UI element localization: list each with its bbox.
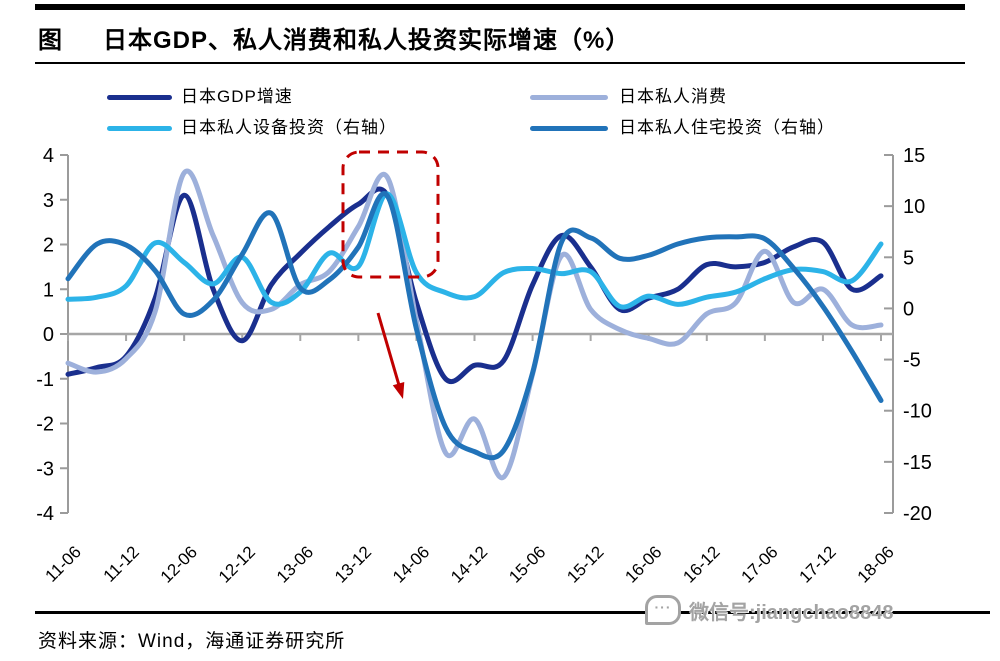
legend-swatch-housing (530, 126, 608, 131)
right-axis-tick-label: -5 (903, 350, 921, 372)
legend-swatch-consumption (530, 95, 608, 100)
watermark-text: 微信号:jiangchao8848 (689, 601, 894, 624)
legend-label-consumption: 日本私人消费 (619, 87, 727, 106)
wechat-icon: ··· (645, 595, 681, 625)
left-axis-tick-label: -2 (36, 414, 54, 436)
legend-label-housing: 日本私人住宅投资（右轴） (619, 118, 835, 137)
legend-label-equipment: 日本私人设备投资（右轴） (181, 118, 397, 137)
watermark: ··· 微信号:jiangchao8848 (645, 595, 894, 625)
figure-title: 图 日本GDP、私人消费和私人投资实际增速（%） (38, 20, 968, 55)
x-axis-tick-label: 14-06 (389, 542, 433, 586)
right-axis-tick-label: 15 (903, 145, 925, 167)
x-axis-tick-label: 15-06 (505, 542, 549, 586)
left-axis-tick-label: -1 (36, 369, 54, 391)
right-axis-tick-label: -20 (903, 503, 932, 525)
left-axis-tick-label: 3 (43, 190, 54, 212)
x-axis-tick-label: 18-06 (854, 542, 898, 586)
x-axis-tick-label: 16-06 (621, 542, 665, 586)
left-axis-tick-label: -3 (36, 458, 54, 480)
left-axis-tick-label: 2 (43, 235, 54, 257)
x-axis-tick-label: 13-06 (273, 542, 317, 586)
annotation-arrow-head (392, 381, 405, 399)
x-axis-tick-label: 12-12 (215, 542, 259, 586)
right-axis-tick-label: -15 (903, 452, 932, 474)
left-axis-tick-label: 4 (43, 145, 54, 167)
figure-label: 图 (38, 27, 63, 54)
x-axis-tick-label: 15-12 (563, 542, 607, 586)
right-axis-tick-label: 10 (903, 196, 925, 218)
series-line-right (65, 191, 884, 461)
source-note: 资料来源：Wind，海通证券研究所 (38, 631, 346, 652)
series-line-left (65, 168, 884, 480)
x-axis-tick-label: 16-12 (679, 542, 723, 586)
series-line-left (65, 186, 884, 384)
series-line-right (65, 191, 884, 310)
x-axis-tick-label: 13-12 (331, 542, 375, 586)
legend-swatch-gdp (107, 95, 172, 100)
top-thick-rule (35, 4, 965, 10)
left-axis-tick-label: 1 (43, 279, 54, 301)
legend-label-gdp: 日本GDP增速 (181, 87, 293, 106)
x-axis-tick-label: 17-06 (738, 542, 782, 586)
left-axis-tick-label: 0 (43, 324, 54, 346)
x-axis-tick-label: 12-06 (157, 542, 201, 586)
right-axis-tick-label: 0 (903, 298, 914, 320)
figure-title-text: 日本GDP、私人消费和私人投资实际增速（%） (103, 27, 631, 54)
footer-rule (35, 611, 990, 614)
legend-swatch-equipment (107, 126, 172, 131)
right-axis-tick-label: -10 (903, 401, 932, 423)
annotation-arrow-shaft (376, 312, 402, 388)
x-axis-tick-label: 11-06 (42, 542, 85, 585)
x-axis-tick-label: 14-12 (447, 542, 491, 586)
left-axis-tick-label: -4 (36, 503, 54, 525)
title-underline-rule (35, 62, 965, 64)
x-axis-tick-label: 11-12 (100, 542, 143, 585)
highlight-dashed-box (341, 150, 440, 279)
right-axis-tick-label: 5 (903, 247, 914, 269)
x-axis-tick-label: 17-12 (796, 542, 840, 586)
